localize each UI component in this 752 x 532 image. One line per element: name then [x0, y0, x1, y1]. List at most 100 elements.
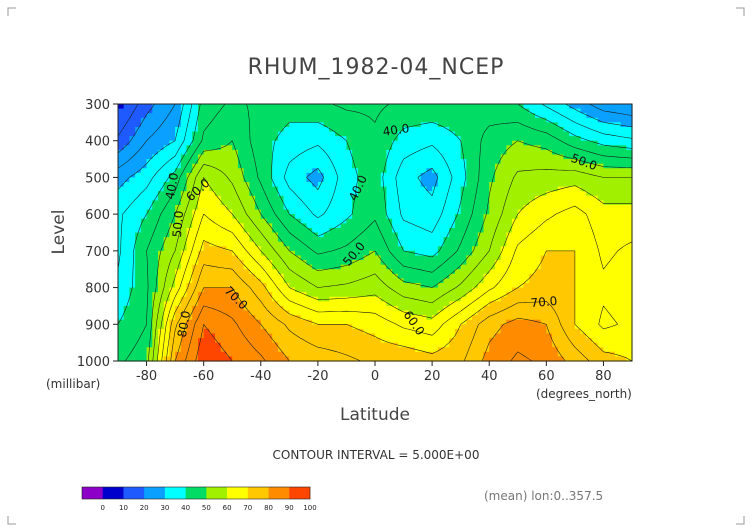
contour-cell: [340, 351, 348, 358]
contour-cell: [340, 301, 348, 307]
contour-cell: [443, 269, 450, 275]
contour-cell: [517, 287, 525, 293]
contour-cell: [443, 301, 450, 307]
contour-cell: [483, 260, 490, 266]
contour-cell: [534, 328, 542, 335]
contour-cell: [352, 227, 359, 234]
contour-cell: [220, 131, 228, 137]
contour-cell: [277, 191, 285, 197]
contour-cell: [597, 269, 605, 275]
contour-cell: [260, 333, 268, 339]
contour-cell: [529, 200, 536, 206]
contour-cell: [232, 149, 239, 156]
contour-cell: [363, 214, 370, 220]
contour-cell: [140, 356, 148, 362]
contour-cell: [243, 145, 250, 151]
contour-cell: [283, 223, 290, 229]
contour-cell: [346, 154, 353, 160]
contour-cell: [192, 241, 199, 247]
contour-cell: [375, 200, 382, 206]
contour-cell: [163, 356, 170, 362]
contour-cell: [597, 315, 605, 321]
contour-cell: [249, 191, 256, 197]
contour-cell: [306, 273, 313, 279]
contour-cell: [409, 122, 416, 128]
contour-cell: [512, 232, 519, 238]
contour-cell: [563, 260, 570, 266]
contour-cell: [597, 131, 605, 137]
contour-cell: [586, 186, 593, 192]
contour-cell: [118, 145, 125, 151]
contour-cell: [494, 347, 502, 353]
contour-cell: [260, 131, 268, 137]
contour-cell: [215, 177, 222, 183]
contour-cell: [460, 172, 467, 179]
contour-cell: [283, 264, 290, 270]
contour-cell: [586, 260, 593, 266]
contour-cell: [569, 328, 576, 335]
contour-cell: [397, 177, 405, 183]
contour-cell: [546, 131, 553, 137]
contour-cell: [283, 108, 290, 114]
contour-cell: [506, 214, 513, 220]
contour-cell: [472, 168, 479, 174]
contour-cell: [197, 209, 205, 215]
contour-cell: [180, 145, 188, 151]
contour-cell: [312, 227, 319, 234]
contour-cell: [255, 218, 262, 224]
contour-cell: [369, 227, 376, 234]
contour-cell: [500, 351, 507, 358]
contour-cell: [329, 351, 336, 358]
contour-cell: [517, 104, 525, 110]
contour-cell: [317, 136, 325, 142]
contour-cell: [135, 204, 142, 211]
contour-cell: [255, 204, 262, 211]
contour-cell: [580, 227, 587, 234]
contour-cell: [626, 227, 633, 234]
contour-cell: [449, 351, 456, 358]
contour-cell: [580, 149, 587, 156]
contour-cell: [180, 140, 188, 146]
contour-cell: [375, 108, 382, 114]
contour-cell: [380, 250, 388, 257]
contour-cell: [489, 126, 496, 133]
contour-cell: [426, 264, 433, 270]
contour-cell: [260, 122, 268, 128]
contour-cell: [443, 136, 450, 142]
contour-cell: [592, 204, 599, 211]
contour-cell: [432, 140, 439, 146]
contour-cell: [506, 131, 513, 137]
contour-cell: [346, 324, 353, 330]
contour-cell: [603, 342, 610, 348]
contour-cell: [614, 177, 622, 183]
contour-cell: [180, 333, 188, 339]
contour-cell: [546, 324, 553, 330]
contour-cell: [169, 131, 176, 137]
contour-cell: [466, 273, 473, 279]
contour-cell: [329, 172, 336, 179]
contour-cell: [329, 227, 336, 234]
contour-cell: [369, 237, 376, 243]
contour-cell: [626, 104, 633, 110]
contour-cell: [449, 117, 456, 123]
contour-cell: [169, 168, 176, 174]
contour-cell: [369, 301, 376, 307]
contour-cell: [369, 209, 376, 215]
contour-cell: [375, 204, 382, 211]
contour-cell: [409, 315, 416, 321]
contour-cell: [574, 278, 582, 284]
contour-cell: [620, 232, 627, 238]
contour-cell: [135, 310, 142, 316]
contour-cell: [243, 159, 250, 165]
contour-cell: [220, 104, 228, 110]
contour-cell: [215, 182, 222, 188]
contour-cell: [472, 241, 479, 247]
contour-cell: [477, 260, 485, 266]
contour-cell: [603, 328, 610, 335]
contour-cell: [580, 172, 587, 179]
contour-cell: [197, 117, 205, 123]
contour-cell: [169, 269, 176, 275]
contour-cell: [597, 338, 605, 344]
contour-cell: [192, 305, 199, 312]
contour-cell: [129, 269, 136, 275]
